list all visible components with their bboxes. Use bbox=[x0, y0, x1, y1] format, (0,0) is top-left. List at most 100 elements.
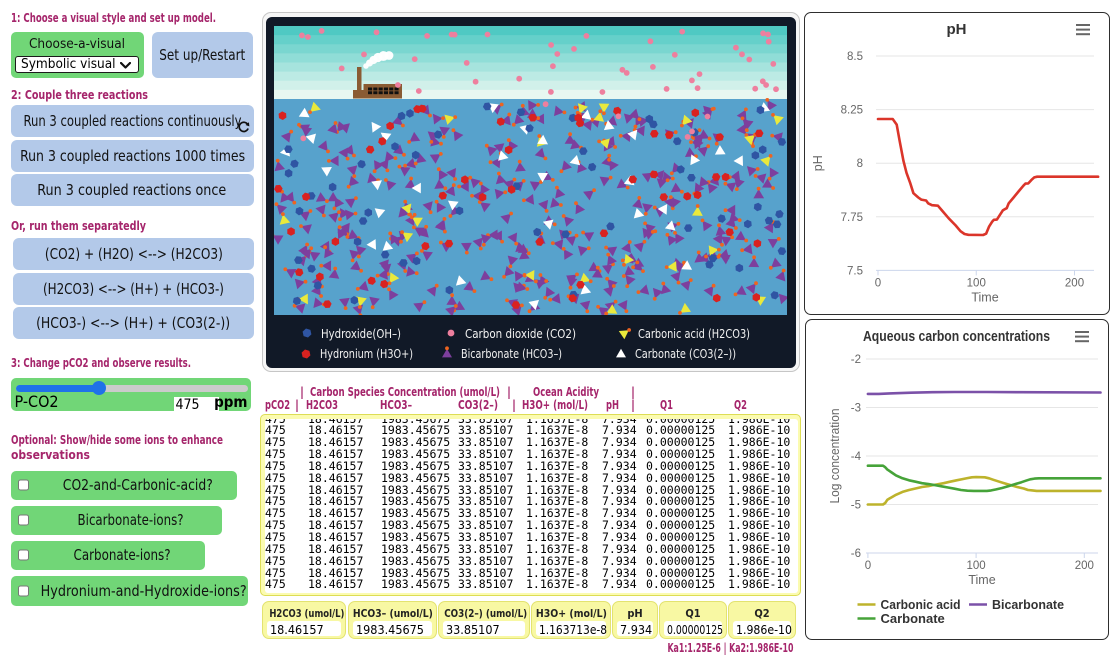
output-cell: 1.986E-10 bbox=[728, 530, 791, 544]
output-cell: 33.85107 bbox=[458, 447, 514, 462]
legend-label: Hydroxide(OH–) bbox=[321, 325, 402, 341]
run-continuously-button[interactable]: Run 3 coupled reactions continuously bbox=[11, 105, 254, 137]
run-1000-times-button[interactable]: Run 3 coupled reactions 1000 times bbox=[11, 139, 254, 172]
chooser-choose-a-visual: Choose-a-visual Symbolic visual bbox=[10, 32, 144, 78]
output-cell: 1.1637E-8 bbox=[526, 435, 589, 450]
output-cell: 1.986E-10 bbox=[728, 518, 791, 533]
series-carbonic-acid bbox=[866, 475, 1102, 506]
output-row: 475 18.46157 1983.45675 33.85107 1.1637E-8 7.… bbox=[265, 553, 798, 568]
checkbox-co2-and-carbonic-acid[interactable] bbox=[18, 479, 29, 491]
checkbox-hydronium-and-hydroxide-ions[interactable] bbox=[18, 585, 29, 597]
reaction2-button[interactable]: (H2CO3) <--> (H+) + (HCO3-) bbox=[13, 272, 254, 305]
series-ph bbox=[876, 117, 1100, 237]
output-cell: 33.85107 bbox=[458, 419, 513, 425]
hexagon-icon bbox=[301, 349, 311, 358]
output-cell: 475 bbox=[265, 541, 286, 556]
output-scroll-area[interactable]: 475 18.46157 1983.45675 33.85107 1.1637E-8 7.… bbox=[264, 419, 798, 593]
svg-text:8.25: 8.25 bbox=[841, 105, 863, 117]
svg-text:Carbonate: Carbonate bbox=[881, 611, 945, 626]
triangle-icon bbox=[615, 348, 626, 357]
note-run-separately: Or, run them separatedly bbox=[11, 219, 147, 233]
carbon-plot-card: -2 -3 -4 -5 -6 0 100 200 Aqueous carbon concentr… bbox=[805, 319, 1109, 640]
forever-icon bbox=[237, 121, 249, 133]
table-header-token: H2CO3 bbox=[306, 397, 339, 412]
output-cell: 33.85107 bbox=[458, 470, 514, 485]
output-cell: 1.986E-10 bbox=[728, 506, 791, 521]
output-cell: 1.986E-10 bbox=[728, 494, 791, 509]
output-cell: 7.934 bbox=[602, 506, 637, 521]
chart-menu-icon[interactable] bbox=[1075, 331, 1089, 343]
monitor-value: 33.85107 bbox=[446, 621, 500, 637]
output-cell: 18.46157 bbox=[308, 530, 364, 544]
output-cell: 475 bbox=[265, 577, 286, 592]
setup-restart-button[interactable]: Set up/Restart bbox=[152, 32, 253, 78]
output-cell: 1983.45675 bbox=[381, 423, 451, 438]
run-once-button[interactable]: Run 3 coupled reactions once bbox=[11, 174, 254, 206]
output-cell: 1.1637E-8 bbox=[526, 530, 589, 544]
output-cell: 33.85107 bbox=[458, 541, 514, 556]
output-cell: 475 bbox=[265, 419, 286, 425]
switch-hydronium-and-hydroxide-ions[interactable]: Hydronium-and-Hydroxide-ions? bbox=[11, 576, 248, 606]
switch-bicarbonate-ions[interactable]: Bicarbonate-ions? bbox=[11, 505, 222, 535]
output-cell: 1.986E-10 bbox=[728, 435, 791, 450]
reaction1-button[interactable]: (CO2) + (H2O) <--> (H2CO3) bbox=[13, 238, 254, 270]
output-cell: 0.00000125 bbox=[646, 530, 716, 544]
output-cell: 33.85107 bbox=[458, 494, 514, 509]
world-canvas[interactable] bbox=[274, 25, 787, 315]
switch-co2-and-carbonic-acid[interactable]: CO2-and-Carbonic-acid? bbox=[11, 470, 237, 500]
output-row: 475 18.46157 1983.45675 33.85107 1.1637E-8 7.… bbox=[265, 458, 798, 473]
output-cell: 1.986E-10 bbox=[728, 565, 791, 580]
carbon-plot: -2 -3 -4 -5 -6 0 100 200 Aqueous carbon concentr… bbox=[828, 328, 1102, 626]
output-cell: 0.00000125 bbox=[646, 494, 716, 509]
checkbox-bicarbonate-ions[interactable] bbox=[18, 514, 29, 526]
note-optional: Optional: Show/hide some ions to enhance… bbox=[11, 433, 224, 462]
output-cell: 475 bbox=[265, 423, 286, 438]
pco2-slider: P-CO2 475 ppm bbox=[10, 377, 251, 413]
svg-text:-4: -4 bbox=[851, 451, 862, 463]
slider-label: P-CO2 bbox=[14, 392, 59, 411]
reaction3-button[interactable]: (HCO3-) <--> (H+) + (CO3(2-)) bbox=[13, 307, 254, 339]
table-header-token: | bbox=[512, 397, 517, 412]
table-header-token: Ocean Acidity bbox=[533, 384, 600, 399]
checkbox-carbonate-ions[interactable] bbox=[18, 549, 29, 561]
output-cell: 1.986E-10 bbox=[728, 541, 791, 556]
output-cell: 7.934 bbox=[602, 518, 637, 533]
monitor-label: HCO3– (umol/L) bbox=[352, 606, 433, 620]
hexagon-icon bbox=[302, 328, 312, 338]
output-cell: 33.85107 bbox=[458, 482, 514, 497]
output-cell: 475 bbox=[265, 518, 286, 533]
table-header-token: | bbox=[300, 384, 305, 399]
output-cell: 0.00000125 bbox=[646, 458, 716, 473]
output-cell: 1.1637E-8 bbox=[526, 541, 589, 556]
switch-carbonate-ions[interactable]: Carbonate-ions? bbox=[11, 540, 205, 570]
slider-thumb[interactable] bbox=[92, 381, 107, 395]
output-cell: 18.46157 bbox=[308, 577, 364, 592]
output-cell: 1.986E-10 bbox=[728, 482, 791, 497]
chooser-selected-value: Symbolic visual bbox=[21, 56, 116, 73]
chart-menu-icon[interactable] bbox=[1076, 24, 1090, 36]
output-cell: 7.934 bbox=[602, 482, 637, 497]
legend-label: Bicarbonate (HCO3–) bbox=[461, 346, 563, 361]
output-cell: 7.934 bbox=[602, 577, 637, 592]
output-cell: 33.85107 bbox=[458, 458, 514, 473]
output-cell: 1.1637E-8 bbox=[526, 553, 589, 568]
svg-text:Carbonic acid: Carbonic acid bbox=[881, 597, 961, 612]
output-cell: 0.00000125 bbox=[646, 447, 716, 462]
output-cell: 0.00000125 bbox=[646, 553, 716, 568]
monitor-value: 0.00000125 bbox=[667, 621, 724, 637]
legend-item: Hydroxide(OH–) bbox=[299, 325, 410, 341]
chooser-dropdown[interactable]: Symbolic visual bbox=[15, 56, 139, 73]
monitor-value: 1.986e-10 bbox=[736, 621, 793, 637]
output-cell: 0.00000125 bbox=[646, 419, 715, 425]
output-row: 475 18.46157 1983.45675 33.85107 1.1637E-8 7.… bbox=[265, 435, 798, 450]
output-cell: 18.46157 bbox=[308, 494, 364, 509]
slider-value-input[interactable]: 475 bbox=[173, 396, 219, 413]
slider-track[interactable] bbox=[15, 384, 248, 392]
output-cell: 7.934 bbox=[602, 470, 637, 485]
table-header-token: HCO3– bbox=[380, 397, 413, 412]
note-step1: 1: Choose a visual style and set up mode… bbox=[11, 11, 217, 25]
output-cell: 1.1637E-8 bbox=[526, 494, 589, 509]
output-cell: 18.46157 bbox=[308, 423, 364, 438]
output-cell: 475 bbox=[265, 482, 286, 497]
monitor-label: H2CO3 (umol/L) bbox=[269, 606, 345, 620]
